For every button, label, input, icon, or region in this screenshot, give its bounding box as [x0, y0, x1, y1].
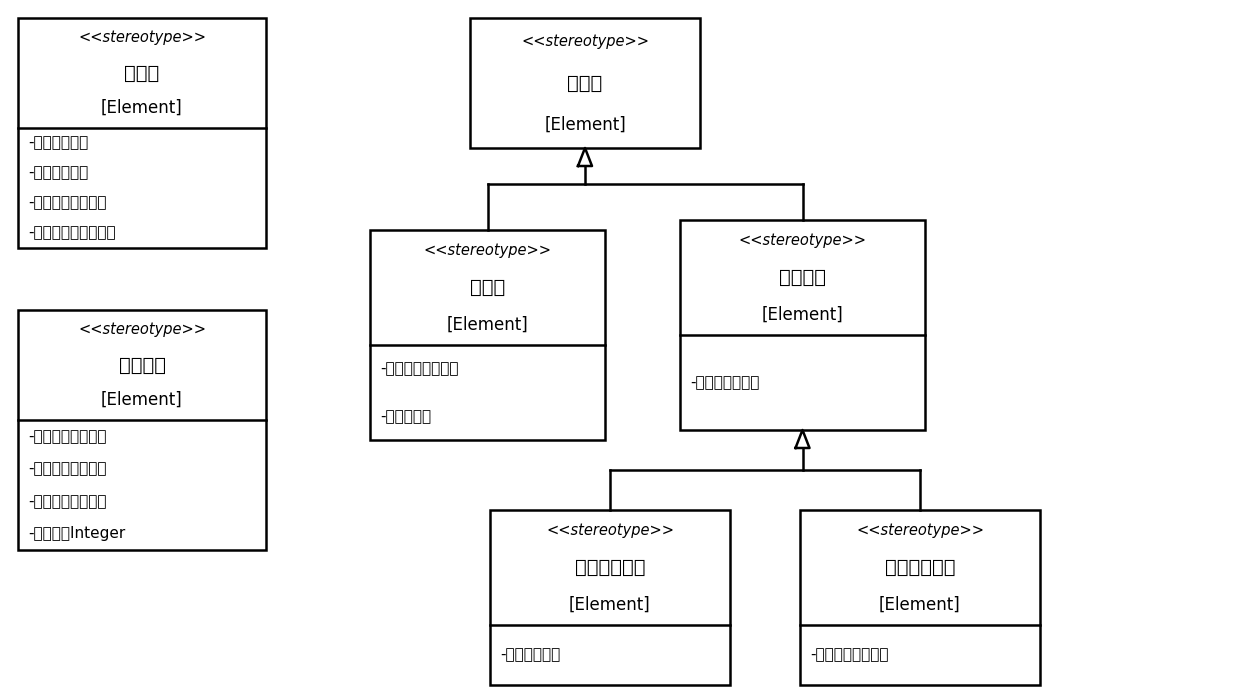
Text: -类型：流属性类型: -类型：流属性类型	[379, 361, 459, 376]
Text: -起始对象：流对象: -起始对象：流对象	[29, 461, 107, 476]
Bar	[370, 230, 605, 440]
Bar	[19, 18, 267, 248]
Text: 值属性: 值属性	[470, 278, 505, 297]
Text: [Element]: [Element]	[761, 305, 843, 324]
Text: 流属性: 流属性	[568, 73, 603, 92]
Text: -属性：流属性: -属性：流属性	[29, 166, 88, 180]
Polygon shape	[796, 430, 810, 448]
Bar	[490, 510, 730, 685]
Text: <<stereotype>>: <<stereotype>>	[424, 243, 552, 258]
Text: [Element]: [Element]	[102, 391, 182, 409]
Text: [Element]: [Element]	[879, 596, 961, 613]
Text: <<stereotype>>: <<stereotype>>	[521, 34, 649, 49]
Text: <<stereotype>>: <<stereotype>>	[739, 233, 867, 248]
Text: [Element]: [Element]	[102, 99, 182, 117]
Text: 形状属性: 形状属性	[779, 268, 826, 287]
Text: -类型：形状类型: -类型：形状类型	[689, 375, 759, 390]
Text: -结构：层次形态图: -结构：层次形态图	[810, 647, 889, 663]
Text: -类型：流类型: -类型：流类型	[29, 136, 88, 150]
Text: -目标对象：流对象: -目标对象：流对象	[29, 493, 107, 509]
Polygon shape	[578, 148, 591, 166]
Bar	[680, 220, 925, 430]
Text: [Element]: [Element]	[569, 596, 651, 613]
Text: <<stereotype>>: <<stereotype>>	[78, 322, 206, 338]
Bar	[800, 510, 1040, 685]
Text: -拥有组件：流对象: -拥有组件：流对象	[29, 196, 107, 210]
Text: [Element]: [Element]	[446, 315, 528, 333]
Text: 复合形状属性: 复合形状属性	[885, 558, 955, 577]
Bar	[19, 310, 267, 550]
Bar	[470, 18, 701, 148]
Text: <<stereotype>>: <<stereotype>>	[546, 523, 675, 538]
Text: <<stereotype>>: <<stereotype>>	[856, 523, 985, 538]
Text: -值：字符串: -值：字符串	[379, 409, 432, 424]
Text: -属性：值属性: -属性：值属性	[500, 647, 560, 663]
Text: 关系约束: 关系约束	[119, 356, 165, 375]
Text: <<stereotype>>: <<stereotype>>	[78, 30, 206, 45]
Text: 简单形状属性: 简单形状属性	[575, 558, 645, 577]
Text: -关系类型：字符串: -关系类型：字符串	[29, 428, 107, 444]
Text: [Element]: [Element]	[544, 115, 626, 134]
Text: -拥有关系：关系约束: -拥有关系：关系约束	[29, 226, 115, 240]
Text: -关系值：Integer: -关系值：Integer	[29, 526, 125, 541]
Text: 流对象: 流对象	[124, 64, 160, 82]
